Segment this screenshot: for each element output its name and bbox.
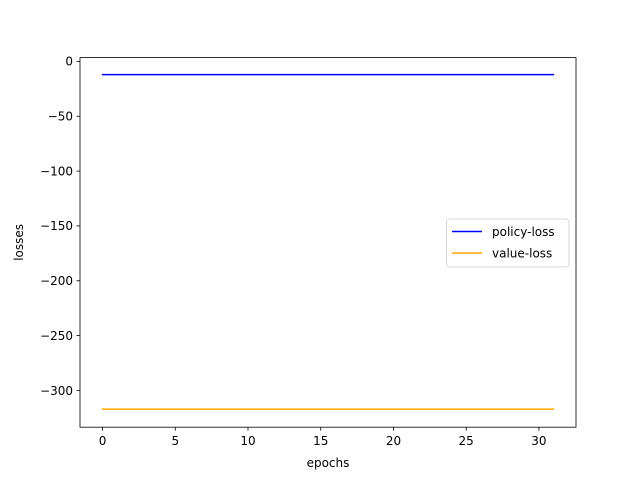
x-axis-label: epochs bbox=[307, 456, 350, 470]
x-axis-ticks: 0 5 10 15 20 25 30 bbox=[99, 427, 547, 448]
x-tick-label: 15 bbox=[313, 434, 328, 448]
y-axis-ticks: 0 −50 −100 −150 −200 −250 −300 bbox=[40, 55, 80, 398]
x-tick-label: 0 bbox=[99, 434, 107, 448]
x-tick-label: 20 bbox=[386, 434, 401, 448]
y-axis-label: losses bbox=[12, 224, 26, 261]
y-tick-label: −150 bbox=[40, 219, 73, 233]
y-tick-label: −100 bbox=[40, 164, 73, 178]
y-tick-label: −250 bbox=[40, 329, 73, 343]
x-tick-label: 25 bbox=[459, 434, 474, 448]
series-layer bbox=[101, 73, 555, 410]
y-tick-label: −300 bbox=[40, 384, 73, 398]
y-tick-label: −50 bbox=[48, 110, 73, 124]
y-tick-label: 0 bbox=[65, 55, 73, 69]
x-tick-label: 10 bbox=[240, 434, 255, 448]
x-tick-label: 5 bbox=[171, 434, 179, 448]
plot-frame bbox=[79, 57, 577, 428]
y-tick-label: −200 bbox=[40, 274, 73, 288]
legend-label-policy-loss: policy-loss bbox=[492, 225, 555, 239]
x-tick-label: 30 bbox=[531, 434, 546, 448]
legend: policy-loss value-loss bbox=[446, 218, 570, 268]
legend-label-value-loss: value-loss bbox=[492, 246, 552, 260]
